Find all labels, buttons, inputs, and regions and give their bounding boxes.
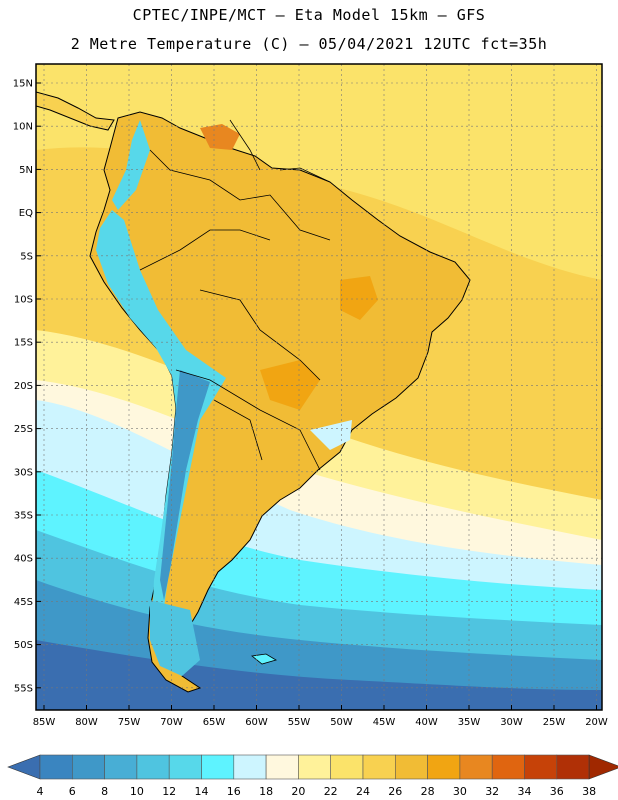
colorbar-labels: 4 6 8 10 12 14 16 18 20 22 24 26 28 30 32 34 36 38: [37, 785, 597, 798]
longitude-label: 55W: [288, 717, 311, 728]
colorbar-label: 12: [162, 785, 176, 798]
latitude-label: 15N: [13, 79, 33, 90]
colorbar-swatches: [7, 754, 618, 780]
andes-cold-strip: [96, 210, 226, 622]
central-america: [36, 91, 115, 131]
colorbar-swatch: [427, 754, 461, 780]
longitude-label: 65W: [203, 717, 226, 728]
latitude-label: 15S: [14, 338, 33, 349]
colorbar-label: 8: [101, 785, 108, 798]
ocean-north-band: [36, 64, 602, 280]
map-field: [36, 64, 602, 710]
colorbar-label: 36: [550, 785, 564, 798]
latitude-label: EQ: [19, 208, 33, 219]
ocean-band-4: [36, 640, 602, 710]
longitude-label: 45W: [373, 717, 396, 728]
colorbar-swatch: [459, 754, 493, 780]
colorbar-label: 18: [259, 785, 273, 798]
hot-region-brazil: [340, 276, 378, 320]
hot-region-venezuela: [200, 124, 240, 150]
country-borders: [139, 119, 331, 471]
colorbar-swatch: [104, 754, 138, 780]
title-line-2: 2 Metre Temperature (C) – 05/04/2021 12U…: [70, 35, 548, 53]
longitude-label: 30W: [500, 717, 523, 728]
longitude-label: 50W: [330, 717, 353, 728]
colorbar-swatch: [362, 754, 396, 780]
colorbar-label: 26: [388, 785, 402, 798]
colorbar-arrow-right: [588, 754, 618, 780]
longitude-label: 40W: [415, 717, 438, 728]
latitude-label: 40S: [14, 554, 33, 565]
latitude-label: 55S: [14, 683, 33, 694]
longitude-label: 25W: [543, 717, 566, 728]
colorbar-swatch: [265, 754, 299, 780]
longitude-labels: 85W 80W 75W 70W 65W 60W 55W 50W 45W 40W 35W 30W 25W 2…: [33, 705, 608, 728]
longitude-label: 35W: [458, 717, 481, 728]
latitude-label: 5S: [20, 251, 33, 262]
latitude-label: 10S: [14, 295, 33, 306]
south-brazil-coast-cool: [310, 420, 352, 450]
latitude-label: 45S: [14, 597, 33, 608]
latitude-label: 35S: [14, 511, 33, 522]
colorbar-swatch: [394, 754, 428, 780]
falkland-islands: [251, 653, 277, 665]
colorbar-swatch: [491, 754, 525, 780]
colorbar-swatch: [201, 754, 235, 780]
colorbar-label: 30: [453, 785, 467, 798]
title-line-1: CPTEC/INPE/MCT – Eta Model 15km – GFS: [132, 6, 486, 24]
colorbar-swatch: [72, 754, 105, 780]
colorbar-swatch: [556, 754, 590, 780]
colorbar-swatch: [39, 754, 73, 780]
map-frame: [35, 63, 603, 711]
colorbar-label: 4: [37, 785, 44, 798]
latitude-labels: 15N 10N 5N EQ 5S 10S 15S 20S 25S 30S 35S 40S 45S 50S 5…: [13, 79, 41, 694]
lat-lon-grid: [36, 64, 602, 710]
colorbar-label: 16: [227, 785, 241, 798]
patagonia-cold: [150, 600, 200, 676]
latitude-label: 20S: [14, 381, 33, 392]
colorbar-label: 14: [195, 785, 209, 798]
colorbar-arrow-left: [7, 754, 41, 780]
colorbar-swatch: [136, 754, 170, 780]
longitude-label: 60W: [245, 717, 268, 728]
longitude-label: 20W: [585, 717, 608, 728]
longitude-label: 70W: [160, 717, 183, 728]
longitude-label: 85W: [33, 717, 56, 728]
longitude-label: 75W: [118, 717, 141, 728]
latitude-label: 30S: [14, 467, 33, 478]
colorbar-label: 32: [485, 785, 499, 798]
colorbar-swatch: [168, 754, 202, 780]
colorbar-label: 6: [69, 785, 76, 798]
latitude-label: 25S: [14, 424, 33, 435]
colorbar-label: 38: [582, 785, 596, 798]
colorbar-swatch: [524, 754, 558, 780]
latitude-label: 50S: [14, 640, 33, 651]
colorbar-swatch: [298, 754, 331, 780]
colorbar-swatch: [330, 754, 364, 780]
hot-region-parana: [260, 360, 320, 410]
northern-andes: [112, 120, 150, 210]
colorbar-label: 34: [518, 785, 532, 798]
latitude-label: 10N: [13, 122, 33, 133]
colorbar-swatch: [233, 754, 267, 780]
longitude-label: 80W: [75, 717, 98, 728]
andes-core: [160, 370, 210, 600]
colorbar-label: 24: [356, 785, 370, 798]
colorbar-label: 22: [324, 785, 338, 798]
colorbar-label: 28: [421, 785, 435, 798]
colorbar-label: 10: [130, 785, 144, 798]
latitude-label: 5N: [19, 165, 33, 176]
colorbar-label: 20: [291, 785, 305, 798]
